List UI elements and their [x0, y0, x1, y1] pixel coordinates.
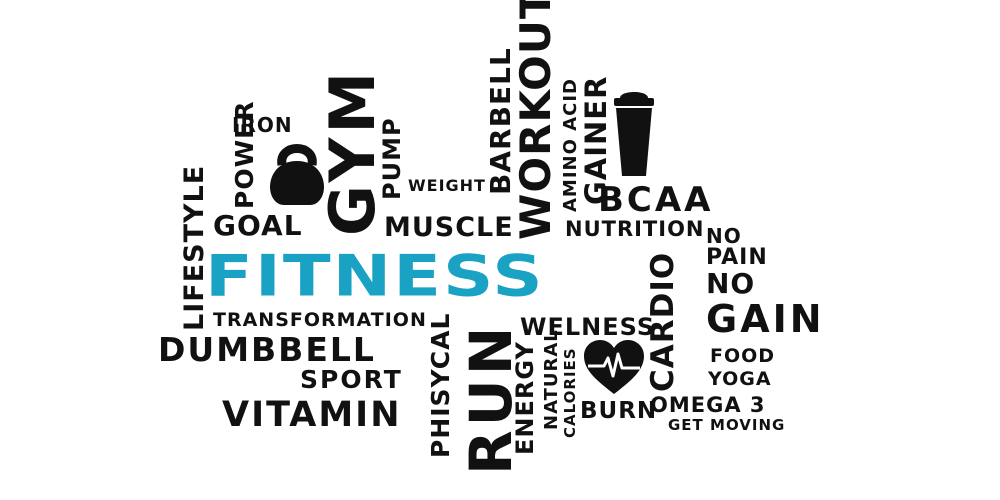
word-vitamin: VITAMIN: [222, 395, 402, 435]
word-burn: BURN: [580, 398, 658, 424]
word-pump: PUMP: [378, 117, 406, 200]
kettlebell-icon: [270, 144, 324, 205]
word-physical: PHISYCAL: [426, 312, 455, 458]
word-dumbbell: DUMBBELL: [158, 330, 376, 369]
word-food: FOOD: [710, 345, 776, 367]
word-gym: GYM: [316, 67, 389, 236]
word-sport: SPORT: [300, 365, 403, 394]
word-natural: NATURAL: [541, 329, 562, 430]
word-calories: CALORIES: [561, 347, 579, 438]
word-gain: GAIN: [706, 297, 825, 341]
word-workout: WORKOUT: [511, 0, 560, 240]
word-get-moving: GET MOVING: [668, 416, 786, 434]
word-cardio: CARDIO: [645, 251, 681, 392]
word-pain: PAIN: [706, 245, 768, 270]
word-iron: IRON: [232, 113, 293, 137]
word-nutrition: NUTRITION: [565, 217, 705, 241]
word-transformation: TRANSFORMATION: [213, 309, 427, 331]
word-lifestyle: LIFESTYLE: [179, 164, 210, 331]
word-omega-3: OMEGA 3: [650, 393, 766, 417]
word-muscle: MUSCLE: [384, 212, 514, 243]
word-yoga: YOGA: [708, 368, 772, 390]
word-welness: WELNESS: [520, 313, 656, 341]
word-goal: GOAL: [213, 209, 303, 242]
word-weight: WEIGHT: [408, 176, 486, 195]
word-energy: ENERGY: [511, 341, 539, 455]
word-fitness: FITNESS: [205, 242, 545, 310]
protein-shaker-icon: [614, 92, 654, 176]
word-no-1: NO: [706, 224, 742, 248]
word-amino-acid: AMINO ACID: [560, 78, 581, 212]
word-no-2: NO: [706, 267, 756, 300]
heart-pulse-icon: [584, 340, 644, 394]
word-bcaa: BCAA: [598, 180, 714, 220]
